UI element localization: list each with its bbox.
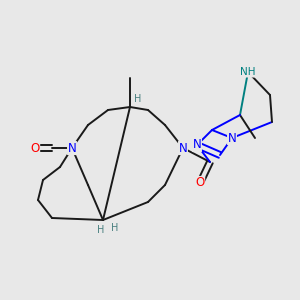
Text: O: O <box>30 142 40 154</box>
Text: H: H <box>134 94 142 104</box>
Text: O: O <box>195 176 205 190</box>
Text: NH: NH <box>240 67 256 77</box>
Text: N: N <box>193 139 201 152</box>
Text: N: N <box>228 131 236 145</box>
Text: N: N <box>178 142 188 154</box>
Text: H: H <box>111 223 119 233</box>
Text: H: H <box>97 225 105 235</box>
Text: N: N <box>68 142 76 154</box>
